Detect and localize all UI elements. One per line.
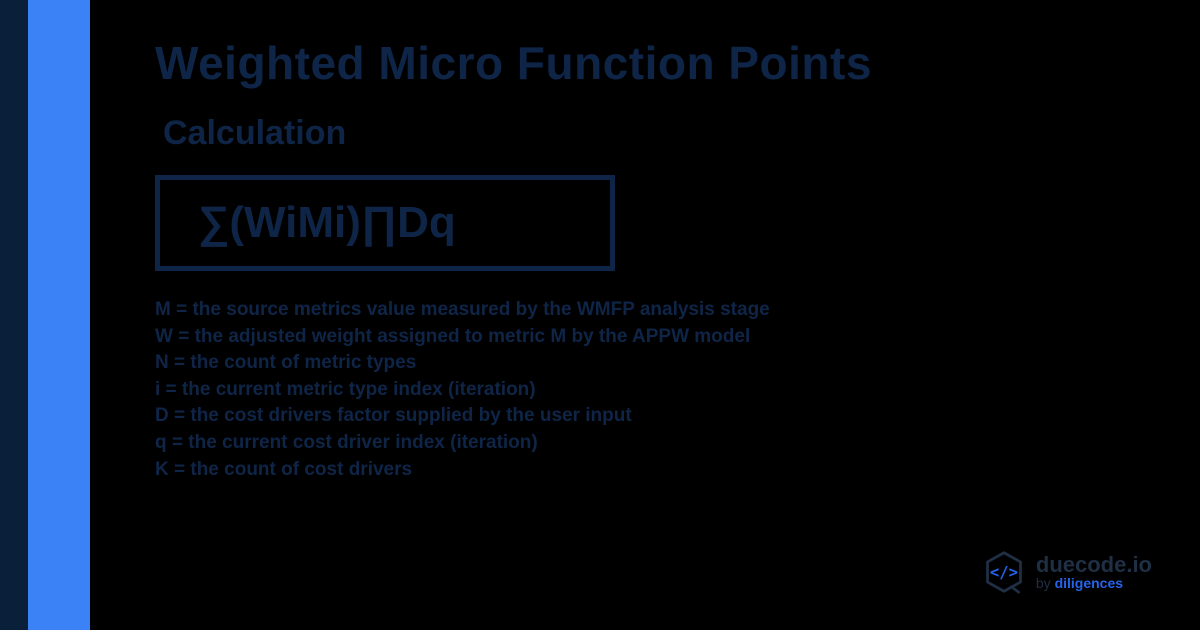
svg-text:</>: </> — [990, 564, 1018, 582]
side-stripe-blue — [28, 0, 90, 630]
definition-line: D = the cost drivers factor supplied by … — [155, 403, 1160, 430]
definition-line: q = the current cost driver index (itera… — [155, 430, 1160, 457]
logo-main-text: duecode.io — [1036, 553, 1152, 576]
logo-text: duecode.io by diligences — [1036, 553, 1152, 591]
definition-line: W = the adjusted weight assigned to metr… — [155, 324, 1160, 351]
content-area: Weighted Micro Function Points Calculati… — [155, 36, 1160, 483]
formula-expression: ∑(WiMi)∏Dq — [198, 198, 582, 248]
section-subtitle: Calculation — [163, 114, 1160, 153]
formula-box: ∑(WiMi)∏Dq — [155, 175, 615, 271]
definition-line: K = the count of cost drivers — [155, 457, 1160, 484]
brand-logo: </> duecode.io by diligences — [982, 550, 1152, 594]
definition-line: N = the count of metric types — [155, 350, 1160, 377]
side-stripe-dark — [0, 0, 28, 630]
definition-line: M = the source metrics value measured by… — [155, 297, 1160, 324]
logo-by-text: by — [1036, 575, 1055, 591]
logo-company-text: diligences — [1055, 575, 1123, 591]
definition-line: i = the current metric type index (itera… — [155, 377, 1160, 404]
definitions-list: M = the source metrics value measured by… — [155, 297, 1160, 483]
code-hexagon-icon: </> — [982, 550, 1026, 594]
page-title: Weighted Micro Function Points — [155, 36, 1160, 90]
logo-sub-text: by diligences — [1036, 576, 1152, 591]
